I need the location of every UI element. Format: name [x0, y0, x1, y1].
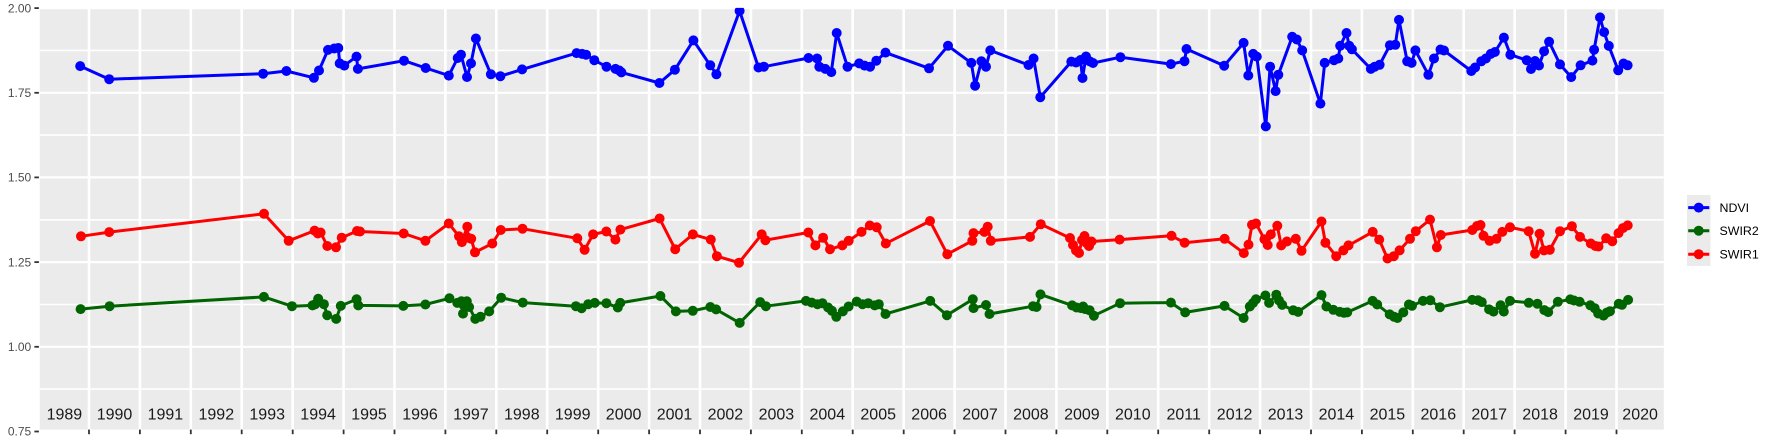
svg-text:2004: 2004 — [810, 407, 846, 424]
svg-text:1.50: 1.50 — [8, 171, 32, 185]
svg-text:2002: 2002 — [708, 407, 744, 424]
svg-text:2009: 2009 — [1064, 407, 1100, 424]
svg-text:2010: 2010 — [1115, 407, 1151, 424]
svg-text:2005: 2005 — [860, 407, 896, 424]
svg-text:2011: 2011 — [1166, 407, 1201, 424]
svg-text:1996: 1996 — [402, 407, 438, 424]
svg-text:1993: 1993 — [249, 407, 285, 424]
svg-text:1991: 1991 — [148, 407, 184, 424]
svg-text:1992: 1992 — [199, 407, 235, 424]
svg-text:2016: 2016 — [1421, 407, 1457, 424]
svg-text:1.75: 1.75 — [8, 86, 32, 100]
svg-text:1989: 1989 — [47, 407, 83, 424]
svg-text:2020: 2020 — [1622, 407, 1658, 424]
svg-text:2.00: 2.00 — [8, 1, 32, 15]
svg-text:2015: 2015 — [1370, 407, 1406, 424]
svg-text:SWIR1: SWIR1 — [1720, 248, 1759, 262]
svg-text:1990: 1990 — [97, 407, 133, 424]
svg-text:1997: 1997 — [453, 407, 489, 424]
svg-text:2003: 2003 — [759, 407, 795, 424]
svg-text:1.25: 1.25 — [8, 255, 32, 269]
svg-text:2019: 2019 — [1573, 407, 1609, 424]
svg-text:2008: 2008 — [1013, 407, 1049, 424]
svg-text:SWIR2: SWIR2 — [1720, 224, 1759, 238]
svg-text:2018: 2018 — [1522, 407, 1558, 424]
svg-text:1994: 1994 — [300, 407, 336, 424]
svg-text:2014: 2014 — [1319, 407, 1355, 424]
svg-text:2017: 2017 — [1471, 407, 1507, 424]
svg-text:2006: 2006 — [911, 407, 947, 424]
svg-text:2000: 2000 — [606, 407, 642, 424]
svg-text:2001: 2001 — [657, 407, 693, 424]
svg-text:0.75: 0.75 — [8, 425, 32, 439]
svg-text:NDVI: NDVI — [1720, 201, 1750, 215]
svg-text:2013: 2013 — [1268, 407, 1304, 424]
svg-text:2012: 2012 — [1217, 407, 1253, 424]
svg-text:2007: 2007 — [962, 407, 998, 424]
svg-text:1998: 1998 — [504, 407, 540, 424]
svg-text:1995: 1995 — [351, 407, 387, 424]
svg-text:1999: 1999 — [555, 407, 591, 424]
svg-text:1.00: 1.00 — [8, 340, 32, 354]
